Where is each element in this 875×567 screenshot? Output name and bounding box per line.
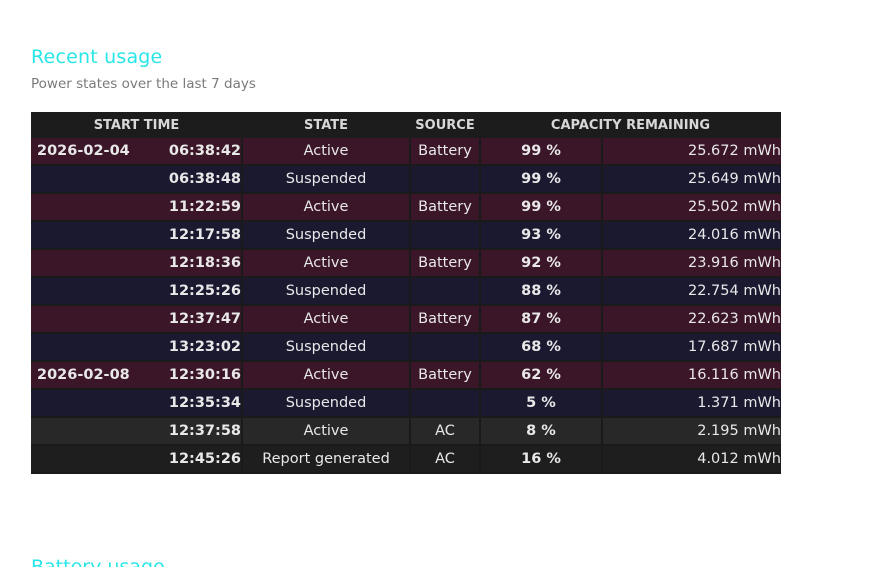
start-time: 12:30:16 — [168, 367, 241, 383]
start-time-cell: 2026-02-08 12:30:16 — [31, 361, 243, 390]
start-time: 12:17:58 — [168, 227, 241, 243]
start-date: 2026-02-04 — [37, 143, 130, 159]
source-cell — [410, 165, 481, 194]
table-header-row: START TIME STATE SOURCE CAPACITY REMAINI… — [31, 112, 781, 138]
capacity-mwh-cell: 25.672 mWh — [602, 138, 781, 166]
start-time: 06:38:48 — [168, 171, 241, 187]
header-capacity-remaining: CAPACITY REMAINING — [480, 112, 781, 138]
start-time-cell: 12:37:47 — [31, 305, 243, 334]
table-row: 12:17:58 Suspended 93 % 24.016 mWh — [31, 221, 781, 250]
capacity-mwh-cell: 23.916 mWh — [602, 249, 781, 278]
state-cell: Active — [242, 361, 411, 390]
state-cell: Suspended — [242, 333, 411, 362]
capacity-mwh-cell: 17.687 mWh — [602, 333, 781, 362]
table-row: 2026-02-04 06:38:42 Active Battery 99 % 25.67… — [31, 138, 781, 166]
capacity-mwh-cell: 2.195 mWh — [602, 417, 781, 446]
table-row: 2026-02-08 12:30:16 Active Battery 62 % 16.11… — [31, 361, 781, 390]
state-cell: Active — [242, 249, 411, 278]
capacity-percent-cell: 16 % — [480, 445, 603, 474]
capacity-mwh-cell: 25.649 mWh — [602, 165, 781, 194]
start-time-cell: 2026-02-04 06:38:42 — [31, 138, 243, 166]
section-title: Recent usage — [31, 46, 163, 68]
state-cell: Active — [242, 138, 411, 166]
capacity-percent-cell: 88 % — [480, 277, 603, 306]
source-cell — [410, 221, 481, 250]
start-time-cell: 13:23:02 — [31, 333, 243, 362]
table-row: 11:22:59 Active Battery 99 % 25.502 mWh — [31, 193, 781, 222]
capacity-mwh-cell: 25.502 mWh — [602, 193, 781, 222]
source-cell — [410, 277, 481, 306]
start-time-cell: 12:17:58 — [31, 221, 243, 250]
table-row: 12:35:34 Suspended 5 % 1.371 mWh — [31, 389, 781, 418]
table-row: 12:37:47 Active Battery 87 % 22.623 mWh — [31, 305, 781, 334]
source-cell — [410, 333, 481, 362]
capacity-mwh-cell: 24.016 mWh — [602, 221, 781, 250]
start-time: 13:23:02 — [168, 339, 241, 355]
capacity-mwh-cell: 4.012 mWh — [602, 445, 781, 474]
source-cell: AC — [410, 445, 481, 474]
start-time: 12:37:47 — [168, 311, 241, 327]
capacity-percent-cell: 99 % — [480, 138, 603, 166]
capacity-percent-cell: 99 % — [480, 193, 603, 222]
start-time-cell: 12:35:34 — [31, 389, 243, 418]
state-cell: Active — [242, 417, 411, 446]
start-time: 12:37:58 — [168, 423, 241, 439]
capacity-percent-cell: 8 % — [480, 417, 603, 446]
table-row: 12:37:58 Active AC 8 % 2.195 mWh — [31, 417, 781, 446]
capacity-percent-cell: 68 % — [480, 333, 603, 362]
capacity-percent-cell: 92 % — [480, 249, 603, 278]
recent-usage-table: START TIME STATE SOURCE CAPACITY REMAINI… — [31, 112, 781, 474]
capacity-mwh-cell: 22.623 mWh — [602, 305, 781, 334]
start-time: 12:25:26 — [168, 283, 241, 299]
table-row: 12:25:26 Suspended 88 % 22.754 mWh — [31, 277, 781, 306]
table-body: 2026-02-04 06:38:42 Active Battery 99 % 25.67… — [31, 138, 781, 474]
source-cell — [410, 389, 481, 418]
state-cell: Report generated — [242, 445, 411, 474]
table-row: 06:38:48 Suspended 99 % 25.649 mWh — [31, 165, 781, 194]
table-row: 12:45:26 Report generated AC 16 % 4.012 mWh — [31, 445, 781, 474]
source-cell: AC — [410, 417, 481, 446]
table-row: 13:23:02 Suspended 68 % 17.687 mWh — [31, 333, 781, 362]
state-cell: Suspended — [242, 165, 411, 194]
source-cell: Battery — [410, 249, 481, 278]
state-cell: Active — [242, 305, 411, 334]
capacity-percent-cell: 93 % — [480, 221, 603, 250]
start-time-cell: 06:38:48 — [31, 165, 243, 194]
table-row: 12:18:36 Active Battery 92 % 23.916 mWh — [31, 249, 781, 278]
capacity-percent-cell: 62 % — [480, 361, 603, 390]
start-time: 12:45:26 — [168, 451, 241, 467]
state-cell: Suspended — [242, 277, 411, 306]
header-start-time: START TIME — [31, 112, 242, 138]
start-time: 11:22:59 — [168, 199, 241, 215]
capacity-percent-cell: 99 % — [480, 165, 603, 194]
capacity-mwh-cell: 1.371 mWh — [602, 389, 781, 418]
start-date: 2026-02-08 — [37, 367, 130, 383]
start-time: 06:38:42 — [168, 143, 241, 159]
start-time-cell: 12:25:26 — [31, 277, 243, 306]
source-cell: Battery — [410, 361, 481, 390]
header-source: SOURCE — [410, 112, 480, 138]
start-time: 12:35:34 — [168, 395, 241, 411]
state-cell: Suspended — [242, 221, 411, 250]
start-time-cell: 11:22:59 — [31, 193, 243, 222]
start-time-cell: 12:37:58 — [31, 417, 243, 446]
source-cell: Battery — [410, 305, 481, 334]
start-time-cell: 12:18:36 — [31, 249, 243, 278]
source-cell: Battery — [410, 138, 481, 166]
capacity-mwh-cell: 22.754 mWh — [602, 277, 781, 306]
state-cell: Active — [242, 193, 411, 222]
capacity-mwh-cell: 16.116 mWh — [602, 361, 781, 390]
start-time: 12:18:36 — [168, 255, 241, 271]
header-state: STATE — [242, 112, 410, 138]
start-time-cell: 12:45:26 — [31, 445, 243, 474]
section-subtitle: Power states over the last 7 days — [31, 76, 256, 92]
capacity-percent-cell: 87 % — [480, 305, 603, 334]
battery-usage-title: Battery usage — [31, 556, 165, 567]
source-cell: Battery — [410, 193, 481, 222]
capacity-percent-cell: 5 % — [480, 389, 603, 418]
state-cell: Suspended — [242, 389, 411, 418]
